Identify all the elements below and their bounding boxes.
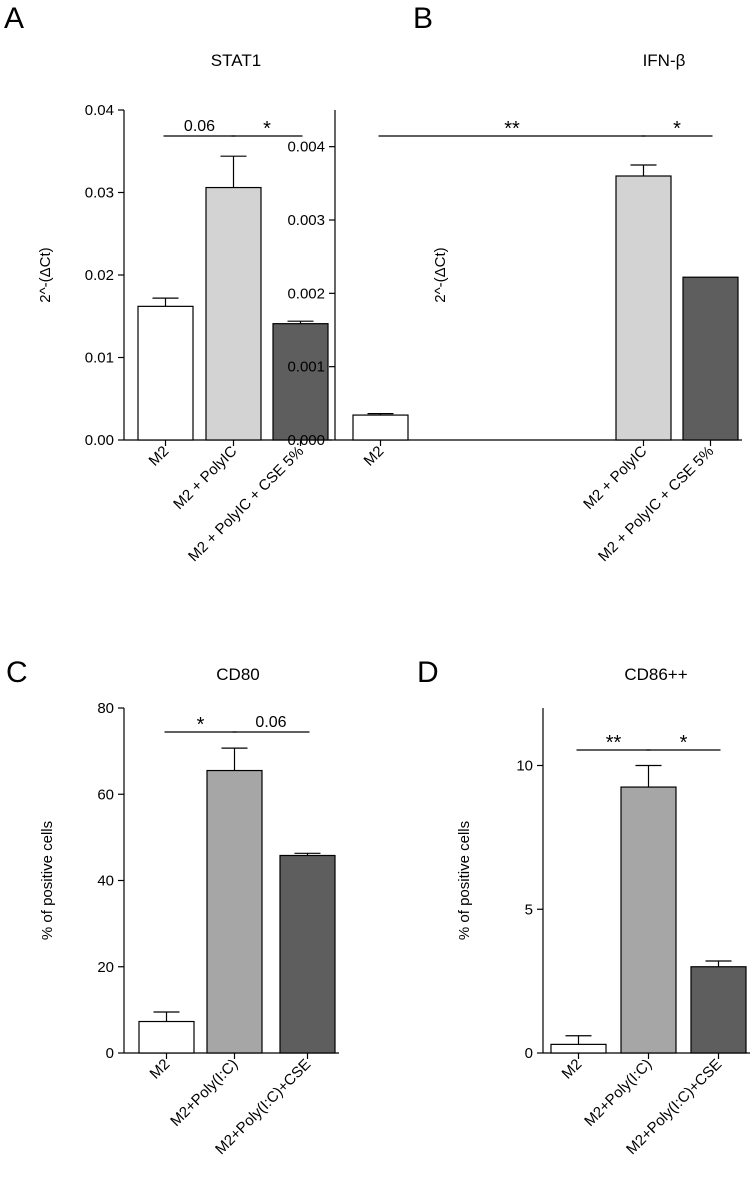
- chart-title: CD80: [216, 665, 259, 684]
- bar-0: [550, 1043, 607, 1054]
- y-tick-label: 0: [525, 1045, 533, 1062]
- y-tick-label: 0.04: [85, 102, 114, 119]
- bar-1: [615, 175, 672, 441]
- bar-1: [620, 786, 677, 1054]
- bar-2: [272, 323, 329, 441]
- chart-title: IFN-β: [643, 51, 686, 70]
- y-tick-label: 0.002: [287, 285, 325, 302]
- panel-letter: C: [6, 656, 28, 689]
- bar-2: [682, 276, 739, 441]
- bar-0: [352, 414, 409, 441]
- panel-b: B IFN-β 0.000 0.001 0.002 0.003 0.004 2^-(ΔCt) M…: [287, 2, 742, 565]
- y-tick-label: 60: [97, 786, 114, 803]
- bar-2: [690, 966, 747, 1054]
- y-axis-label: 2^-(ΔCt): [37, 247, 54, 302]
- chart-title: CD86++: [624, 665, 687, 684]
- bar-1: [205, 186, 262, 441]
- significance-label: 0.06: [184, 118, 215, 135]
- y-tick-label: 40: [97, 873, 114, 890]
- panel-letter: D: [417, 656, 439, 689]
- category-label: M2: [147, 1056, 174, 1083]
- y-tick-label: 10: [516, 758, 533, 775]
- category-label: M2 + PolyIC: [580, 443, 650, 513]
- panel-letter: A: [4, 2, 24, 35]
- bar-0: [137, 305, 194, 441]
- y-tick-label: 0.000: [287, 432, 325, 449]
- category-label: M2+Poly(I:C): [167, 1056, 241, 1130]
- y-tick-label: 0.003: [287, 212, 325, 229]
- category-label: M2+Poly(I:C): [581, 1056, 655, 1130]
- category-label: M2 + PolyIC + CSE 5%: [595, 443, 717, 565]
- y-tick-label: 0.03: [85, 185, 114, 202]
- y-tick-label: 20: [97, 959, 114, 976]
- bar-2: [279, 854, 336, 1054]
- category-label: M2: [146, 443, 173, 470]
- y-tick-label: 0: [106, 1045, 114, 1062]
- significance-label: *: [680, 732, 688, 754]
- panel-c: C CD80 0 20 40 60 80 % of positive cells M2M2+Po…: [6, 656, 339, 1158]
- significance-label: **: [504, 118, 520, 140]
- y-tick-label: 5: [525, 901, 533, 918]
- category-label: M2: [559, 1056, 586, 1083]
- category-label: M2 + PolyIC: [170, 443, 240, 513]
- y-tick-label: 0.01: [85, 350, 114, 367]
- y-axis-label: % of positive cells: [39, 821, 56, 940]
- y-tick-label: 0.02: [85, 267, 114, 284]
- y-tick-label: 80: [97, 700, 114, 717]
- y-tick-label: 0.004: [287, 139, 325, 156]
- significance-label: *: [263, 118, 271, 140]
- significance-label: 0.06: [255, 714, 286, 731]
- y-axis-label: 2^-(ΔCt): [432, 247, 449, 302]
- significance-label: *: [197, 714, 205, 736]
- significance-label: *: [673, 118, 681, 140]
- category-label: M2: [361, 443, 388, 470]
- bar-1: [206, 769, 263, 1054]
- panel-d: D CD86++ 0 5 10 % of positive cells M2M2+Poly(…: [417, 656, 750, 1158]
- panel-letter: B: [413, 2, 433, 35]
- y-tick-label: 0.00: [85, 432, 114, 449]
- bar-0: [138, 1020, 195, 1054]
- significance-label: **: [606, 732, 622, 754]
- y-axis-label: % of positive cells: [456, 821, 473, 940]
- chart-title: STAT1: [211, 51, 261, 70]
- y-tick-label: 0.001: [287, 359, 325, 376]
- category-label: M2 + PolyIC + CSE 5%: [185, 443, 307, 565]
